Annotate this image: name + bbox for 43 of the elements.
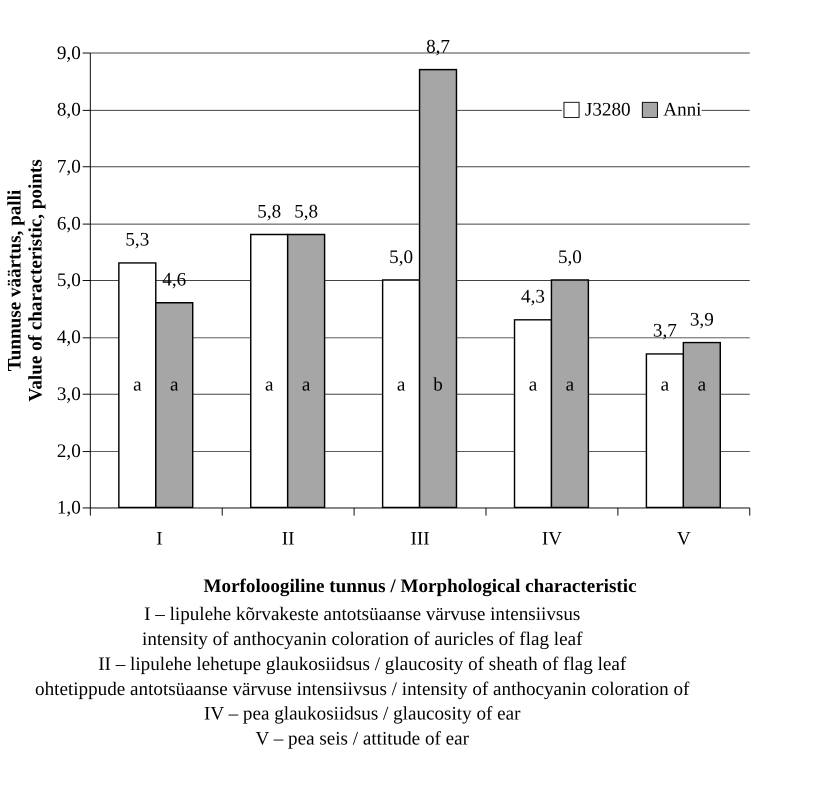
x-tick-label: IV <box>542 528 562 550</box>
annotation: a <box>698 374 707 396</box>
annotation: a <box>170 374 180 396</box>
data-label: 5,0 <box>389 246 414 268</box>
text: V – pea seis / attitude of ear <box>255 728 470 750</box>
data-label: 5,0 <box>558 246 582 268</box>
text: IV – pea glaukosiidsus / glaucosity of ear <box>204 704 522 725</box>
x-tick-label: I <box>156 528 163 550</box>
data-label: 5,8 <box>257 201 282 222</box>
data-label: 5,8 <box>294 201 318 222</box>
y-tick-label: 5,0 <box>56 270 81 292</box>
data-label: 3,7 <box>652 320 677 342</box>
annotation: a <box>264 374 274 396</box>
text: intensity of anthocyanin coloration of auricles of flag leaf <box>142 629 584 650</box>
annotation: a <box>566 374 575 396</box>
y-tick-label: 6,0 <box>56 213 81 234</box>
data-label: 4,3 <box>521 286 545 308</box>
data-label: 3,9 <box>690 309 714 330</box>
y-tick-label: 8,0 <box>56 100 81 121</box>
x-axis-title: Morfoloogiline tunnus / Morphological characteristic <box>203 576 637 598</box>
legend-label: J3280 <box>584 100 631 121</box>
annotation: a <box>133 374 142 396</box>
data-label: 5,3 <box>125 230 150 251</box>
annotation: b <box>433 374 443 396</box>
text: II – lipulehe lehetupe glaukosiidsus / glaucosity of sheath of flag leaf <box>98 654 627 675</box>
y-tick-label: 3,0 <box>56 384 81 405</box>
annotation: a <box>302 374 311 396</box>
annotation: a <box>660 374 670 396</box>
annotation: a <box>528 374 538 396</box>
x-tick-label: II <box>282 528 295 550</box>
data-label: 8,7 <box>426 36 450 58</box>
y-tick-label: 4,0 <box>56 327 81 348</box>
text: I – lipulehe kõrvakeste antotsüaanse värvuse intensiivsus <box>144 604 580 626</box>
legend-label: Anni <box>663 100 702 121</box>
y-tick-label: 2,0 <box>56 440 81 462</box>
y-tick-label: 7,0 <box>56 156 81 178</box>
text: ohtetippude antotsüaanse värvuse intensiivsus / intensity of anthocyanin coloration of <box>35 678 690 700</box>
y-tick-label: 1,0 <box>56 498 81 519</box>
x-tick-label: V <box>676 528 691 550</box>
y-tick-label: 9,0 <box>56 42 81 64</box>
x-tick-label: III <box>410 528 430 550</box>
y-axis-title: Tunnuse väärtus, palli Value of characteristic, points <box>4 159 47 402</box>
annotation: a <box>396 374 406 396</box>
